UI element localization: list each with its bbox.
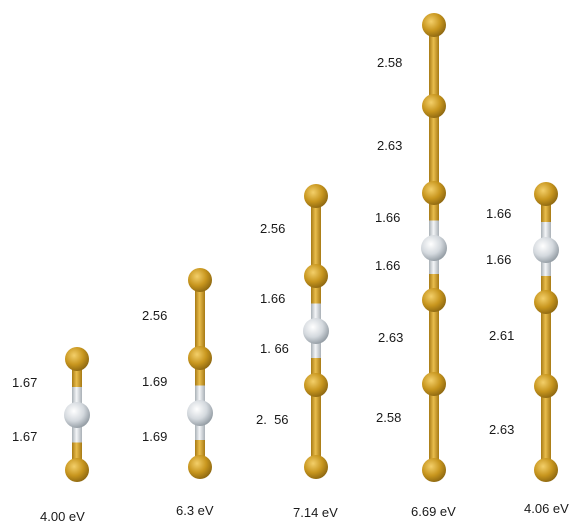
bond-length-label: 1.66 xyxy=(260,291,285,306)
bond-length-label: 2.56 xyxy=(142,308,167,323)
energy-label: 4.00 eV xyxy=(40,509,85,524)
gold-atom-s3-2 xyxy=(304,264,328,288)
gold-atom-s3-5 xyxy=(304,455,328,479)
bond-segment-s5-1-2 xyxy=(541,222,551,250)
gold-atom-s4-7 xyxy=(422,458,446,482)
gold-atom-s3-1 xyxy=(304,184,328,208)
gold-atom-s4-1 xyxy=(422,13,446,37)
bond-length-label: 1.66 xyxy=(375,210,400,225)
bond-segment-s4-3-1 xyxy=(429,193,439,221)
bond-segment-s1-2-1 xyxy=(72,415,82,443)
bond-segment-s5-3-1 xyxy=(541,302,551,344)
bond-length-label: 2.63 xyxy=(377,138,402,153)
bond-segment-s4-6-2 xyxy=(429,427,439,470)
bond-length-label: 1.67 xyxy=(12,375,37,390)
bond-segment-s2-3-2 xyxy=(195,440,205,467)
gold-atom-s5-3 xyxy=(534,290,558,314)
gold-atom-s2-2 xyxy=(188,346,212,370)
bond-segment-s3-4-1 xyxy=(311,385,321,426)
bond-segment-s2-2-2 xyxy=(195,385,205,413)
bond-length-label: 1.67 xyxy=(12,429,37,444)
bond-segment-s2-3-1 xyxy=(195,413,205,440)
boron-atom-s2-3 xyxy=(187,400,213,426)
bond-segment-s3-1-1 xyxy=(311,196,321,236)
bond-segment-s3-3-2 xyxy=(311,358,321,385)
bond-segment-s5-2-2 xyxy=(541,276,551,302)
gold-atom-s4-6 xyxy=(422,372,446,396)
boron-atom-s1-2 xyxy=(64,402,90,428)
bond-segment-s3-4-2 xyxy=(311,426,321,467)
gold-atom-s3-4 xyxy=(304,373,328,397)
gold-atom-s4-5 xyxy=(422,288,446,312)
gold-atom-s4-3 xyxy=(422,181,446,205)
bond-length-label: 1. 66 xyxy=(260,341,289,356)
energy-label: 6.69 eV xyxy=(411,504,456,519)
bond-segment-s3-2-2 xyxy=(311,303,321,331)
energy-label: 6.3 eV xyxy=(176,503,214,518)
bond-length-label: 1.69 xyxy=(142,374,167,389)
bond-segment-s4-3-2 xyxy=(429,220,439,248)
bond-length-label: 1.66 xyxy=(486,206,511,221)
gold-atom-s5-5 xyxy=(534,458,558,482)
bond-segment-s5-4-2 xyxy=(541,428,551,470)
boron-atom-s5-2 xyxy=(533,237,559,263)
bond-length-label: 2. 56 xyxy=(256,412,289,427)
bond-segment-s3-2-1 xyxy=(311,276,321,304)
bond-length-label: 2.56 xyxy=(260,221,285,236)
gold-atom-s2-1 xyxy=(188,268,212,292)
bond-segment-s4-1-1 xyxy=(429,25,439,66)
bond-segment-s2-1-2 xyxy=(195,319,205,358)
gold-atom-s1-1 xyxy=(65,347,89,371)
bond-length-label: 2.58 xyxy=(376,410,401,425)
bond-segment-s4-5-2 xyxy=(429,342,439,384)
bond-segment-s1-1-1 xyxy=(72,359,82,387)
bond-segment-s4-4-2 xyxy=(429,274,439,300)
bond-segment-s4-5-1 xyxy=(429,300,439,342)
bond-segment-s4-2-2 xyxy=(429,149,439,193)
bond-length-label: 2.61 xyxy=(489,328,514,343)
bond-length-label: 2.63 xyxy=(378,330,403,345)
bond-segment-s2-2-1 xyxy=(195,358,205,386)
bond-segment-s4-1-2 xyxy=(429,65,439,106)
bond-segment-s5-1-1 xyxy=(541,194,551,222)
bond-segment-s3-1-2 xyxy=(311,236,321,276)
bond-segment-s3-3-1 xyxy=(311,331,321,358)
energy-label: 4.06 eV xyxy=(524,501,569,516)
gold-atom-s1-3 xyxy=(65,458,89,482)
gold-atom-s4-2 xyxy=(422,94,446,118)
gold-atom-s2-4 xyxy=(188,455,212,479)
boron-atom-s3-3 xyxy=(303,318,329,344)
bond-length-label: 2.58 xyxy=(377,55,402,70)
energy-label: 7.14 eV xyxy=(293,505,338,520)
bond-segment-s4-6-1 xyxy=(429,384,439,427)
bond-length-label: 1.66 xyxy=(375,258,400,273)
bond-segment-s2-1-1 xyxy=(195,280,205,319)
gold-atom-s5-4 xyxy=(534,374,558,398)
bond-segment-s5-3-2 xyxy=(541,344,551,386)
bond-segment-s1-1-2 xyxy=(72,387,82,415)
bond-segment-s1-2-2 xyxy=(72,442,82,470)
bond-length-label: 2.63 xyxy=(489,422,514,437)
boron-atom-s4-4 xyxy=(421,235,447,261)
gold-atom-s5-1 xyxy=(534,182,558,206)
bond-length-label: 1.66 xyxy=(486,252,511,267)
bond-segment-s4-2-1 xyxy=(429,106,439,150)
bond-length-label: 1.69 xyxy=(142,429,167,444)
bond-segment-s5-4-1 xyxy=(541,386,551,428)
